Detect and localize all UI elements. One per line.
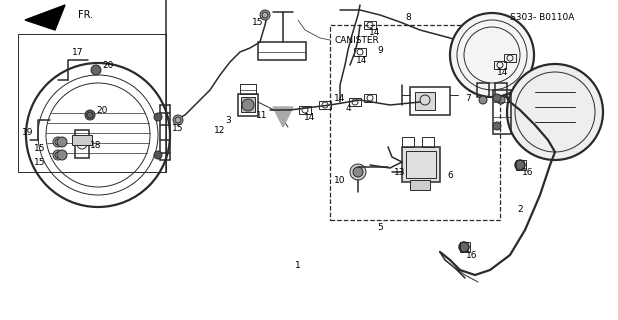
- Circle shape: [479, 96, 487, 104]
- Bar: [241, 97, 255, 112]
- Circle shape: [173, 115, 183, 125]
- Text: 16: 16: [466, 251, 478, 260]
- Bar: [415, 92, 435, 110]
- Bar: [72, 135, 92, 145]
- Bar: [410, 180, 430, 190]
- Bar: [240, 84, 256, 94]
- Bar: [330, 25, 500, 220]
- Bar: [258, 42, 306, 60]
- Circle shape: [53, 137, 63, 147]
- Circle shape: [85, 110, 95, 120]
- Polygon shape: [25, 5, 65, 30]
- Text: 3: 3: [225, 116, 231, 124]
- Text: 14: 14: [334, 93, 345, 102]
- Circle shape: [507, 64, 603, 160]
- Bar: [460, 242, 470, 252]
- Bar: [238, 94, 258, 116]
- Text: 14: 14: [304, 113, 316, 122]
- Bar: [422, 137, 434, 147]
- Circle shape: [260, 10, 270, 20]
- Bar: [494, 61, 506, 69]
- Text: 15: 15: [34, 143, 46, 153]
- Bar: [75, 130, 89, 158]
- Text: 2: 2: [517, 205, 523, 214]
- Text: 13: 13: [394, 167, 406, 177]
- Bar: [495, 83, 507, 97]
- Bar: [319, 101, 331, 109]
- Bar: [406, 151, 436, 178]
- Bar: [402, 147, 440, 182]
- Circle shape: [350, 164, 366, 180]
- Text: 15: 15: [34, 157, 46, 166]
- Circle shape: [450, 13, 534, 97]
- Text: 16: 16: [522, 167, 534, 177]
- Circle shape: [459, 242, 469, 252]
- Circle shape: [53, 150, 63, 160]
- Text: 11: 11: [256, 110, 268, 119]
- Circle shape: [91, 65, 101, 75]
- Text: 15: 15: [172, 124, 184, 132]
- Circle shape: [242, 99, 254, 111]
- Circle shape: [154, 151, 162, 159]
- Circle shape: [493, 94, 501, 102]
- Text: 15: 15: [252, 18, 264, 27]
- Circle shape: [154, 113, 162, 121]
- Bar: [364, 94, 376, 102]
- Bar: [349, 98, 361, 106]
- Bar: [18, 34, 166, 172]
- Text: FR.: FR.: [78, 10, 93, 20]
- Circle shape: [497, 96, 505, 104]
- Text: 1: 1: [295, 260, 301, 269]
- Bar: [493, 90, 511, 134]
- Text: 14: 14: [497, 68, 509, 76]
- Text: 20: 20: [96, 106, 108, 115]
- Text: CANISTER: CANISTER: [335, 36, 379, 44]
- Text: 10: 10: [334, 175, 345, 185]
- Text: 14: 14: [357, 55, 368, 65]
- Text: S303- B0110A: S303- B0110A: [510, 12, 574, 21]
- Bar: [299, 106, 311, 114]
- Text: 20: 20: [103, 60, 114, 69]
- Bar: [477, 83, 489, 97]
- Circle shape: [515, 160, 525, 170]
- Bar: [354, 48, 366, 56]
- Text: 9: 9: [377, 45, 383, 54]
- Bar: [516, 160, 526, 170]
- Text: 6: 6: [447, 171, 453, 180]
- Bar: [410, 87, 450, 115]
- Text: 12: 12: [214, 125, 226, 134]
- Text: 14: 14: [370, 28, 381, 36]
- Text: 17: 17: [72, 47, 84, 57]
- Text: 5: 5: [377, 223, 383, 233]
- Bar: [402, 137, 414, 147]
- Circle shape: [57, 150, 67, 160]
- Circle shape: [353, 167, 363, 177]
- Text: 19: 19: [22, 127, 34, 137]
- Circle shape: [57, 137, 67, 147]
- Text: 7: 7: [465, 93, 471, 102]
- Polygon shape: [273, 107, 293, 127]
- Circle shape: [493, 122, 501, 130]
- Text: 18: 18: [90, 140, 102, 149]
- Bar: [504, 54, 516, 62]
- Text: 4: 4: [345, 103, 351, 113]
- Text: 8: 8: [405, 12, 411, 21]
- Bar: [364, 21, 376, 29]
